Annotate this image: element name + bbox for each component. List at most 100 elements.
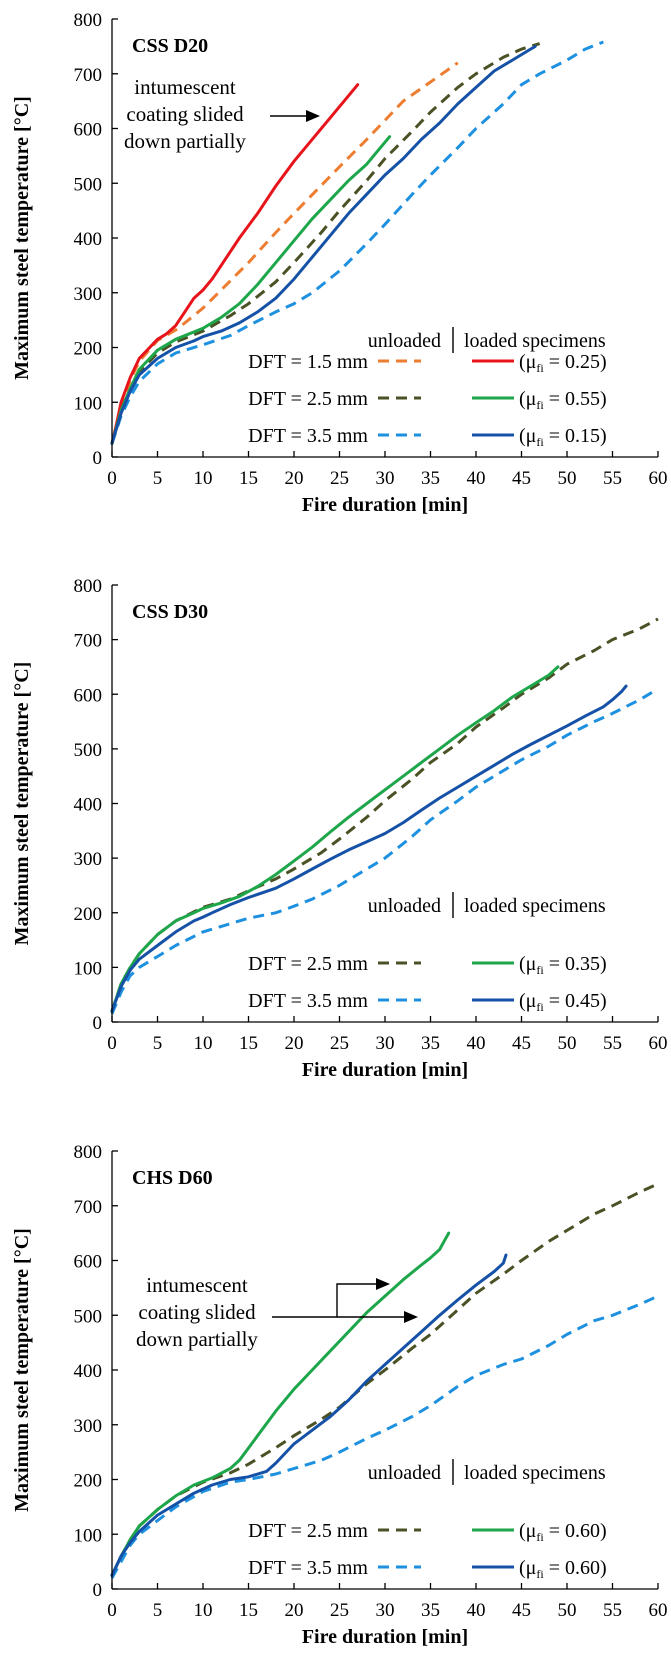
annotation-text: coating slided: [138, 1300, 256, 1324]
annotation-text: coating slided: [126, 102, 244, 126]
x-tick-label: 25: [330, 1033, 349, 1054]
x-tick-label: 5: [153, 1033, 163, 1054]
y-tick-label: 100: [74, 958, 103, 979]
legend-label-unloaded: DFT = 3.5 mm: [248, 1557, 368, 1579]
legend-header-right: loaded specimens: [464, 895, 606, 917]
series-line-2: [110, 83, 360, 445]
x-tick-label: 50: [558, 1033, 577, 1054]
series-line-3: [110, 687, 659, 1015]
series-line-2: [110, 665, 560, 1013]
legend: unloaded loaded specimens DFT = 2.5 mm (μfi…: [248, 1459, 607, 1581]
x-tick-label: 0: [107, 1600, 117, 1621]
x-tick-label: 60: [649, 1600, 668, 1621]
annotation-text: intumescent: [134, 75, 236, 99]
series-line-3: [110, 1294, 659, 1579]
series-line-5: [110, 40, 604, 444]
y-tick-label: 300: [74, 849, 103, 870]
y-tick-label: 800: [74, 1142, 103, 1163]
x-tick-label: 60: [649, 468, 668, 489]
x-tick-label: 55: [603, 1600, 622, 1621]
annotation-text: down partially: [136, 1327, 258, 1351]
annotation: intumescent coating slided down partially: [136, 1273, 418, 1351]
chart-panel-2: 0 100 200 300 400 500 600 700 800 0 5 10 15 20 25 30 35 4…: [11, 576, 668, 1081]
x-tick-label: 35: [421, 1600, 440, 1621]
legend-label-unloaded: DFT = 3.5 mm: [248, 990, 368, 1012]
x-tick-label: 45: [512, 1600, 531, 1621]
x-tick-label: 35: [421, 1033, 440, 1054]
x-tick-label: 60: [649, 1033, 668, 1054]
legend: unloaded loaded specimens DFT = 2.5 mm (μfi…: [248, 892, 607, 1014]
y-tick-label: 400: [74, 229, 103, 250]
y-axis-title: Maximum steel temperature [°C]: [11, 1228, 33, 1512]
panel-title: CHS D60: [132, 1167, 213, 1189]
x-tick-label: 50: [558, 468, 577, 489]
legend-label-loaded: (μfi = 0.55): [519, 388, 607, 412]
y-tick-label: 0: [93, 448, 103, 469]
x-tick-label: 40: [467, 1600, 486, 1621]
y-tick-label: 800: [74, 10, 103, 31]
series-line-4: [110, 684, 628, 1013]
legend-label-unloaded: DFT = 3.5 mm: [248, 425, 368, 447]
legend-header-left: unloaded: [368, 330, 441, 352]
y-axis-title: Maximum steel temperature [°C]: [11, 662, 33, 946]
y-tick-label: 300: [74, 284, 103, 305]
legend-label-unloaded: DFT = 1.5 mm: [248, 351, 368, 373]
legend-header-left: unloaded: [368, 1462, 441, 1484]
y-tick-label: 400: [74, 795, 103, 816]
x-tick-label: 10: [194, 1033, 213, 1054]
series-line-1: [110, 61, 459, 444]
chart-panel-1: 0 100 200 300 400 500 600 700 800 0 5 10 15 20 25 30 35 4…: [11, 10, 668, 516]
legend-label-loaded: (μfi = 0.60): [519, 1557, 607, 1581]
x-tick-label: 20: [285, 468, 304, 489]
x-tick-label: 0: [107, 1033, 117, 1054]
x-axis-title: Fire duration [min]: [302, 1059, 468, 1081]
x-tick-label: 30: [376, 1033, 395, 1054]
y-tick-label: 800: [74, 576, 103, 597]
y-tick-label: 500: [74, 740, 103, 761]
x-tick-label: 45: [512, 468, 531, 489]
x-tick-label: 15: [239, 1033, 258, 1054]
x-tick-label: 35: [421, 468, 440, 489]
legend-label-loaded: (μfi = 0.45): [519, 990, 607, 1014]
x-tick-label: 20: [285, 1600, 304, 1621]
legend-header-right: loaded specimens: [464, 1462, 606, 1484]
x-tick-label: 15: [239, 1600, 258, 1621]
legend-label-unloaded: DFT = 2.5 mm: [248, 388, 368, 410]
y-tick-label: 300: [74, 1416, 103, 1437]
panel-title: CSS D20: [132, 35, 208, 57]
series-line-6: [110, 44, 537, 445]
legend-label-loaded: (μfi = 0.15): [519, 425, 607, 449]
legend-label-unloaded: DFT = 2.5 mm: [248, 1520, 368, 1542]
x-tick-label: 10: [194, 1600, 213, 1621]
x-tick-label: 40: [467, 1033, 486, 1054]
y-tick-label: 600: [74, 1252, 103, 1273]
legend-label-loaded: (μfi = 0.25): [519, 351, 607, 375]
series-line-2: [110, 1231, 451, 1577]
y-tick-label: 700: [74, 631, 103, 652]
x-tick-label: 30: [376, 468, 395, 489]
x-tick-label: 45: [512, 1033, 531, 1054]
x-tick-label: 10: [194, 468, 213, 489]
x-tick-label: 55: [603, 468, 622, 489]
y-tick-label: 400: [74, 1361, 103, 1382]
annotation-text: intumescent: [146, 1273, 248, 1297]
legend-label-loaded: (μfi = 0.35): [519, 953, 607, 977]
y-tick-label: 0: [93, 1013, 103, 1034]
y-tick-label: 600: [74, 685, 103, 706]
y-tick-label: 700: [74, 1197, 103, 1218]
y-tick-label: 700: [74, 65, 103, 86]
series-line-4: [110, 1253, 508, 1577]
panel-title: CSS D30: [132, 601, 208, 623]
y-tick-label: 500: [74, 174, 103, 195]
annotation-arrowhead-upper: [376, 1278, 390, 1290]
annotation-arrowhead: [306, 110, 320, 122]
series-line-3: [110, 42, 541, 444]
x-tick-label: 25: [330, 1600, 349, 1621]
y-tick-label: 100: [74, 393, 103, 414]
x-tick-label: 15: [239, 468, 258, 489]
y-tick-label: 100: [74, 1525, 103, 1546]
x-tick-label: 5: [153, 1600, 163, 1621]
annotation-arrowhead-lower: [404, 1311, 418, 1323]
legend-header-left: unloaded: [368, 895, 441, 917]
